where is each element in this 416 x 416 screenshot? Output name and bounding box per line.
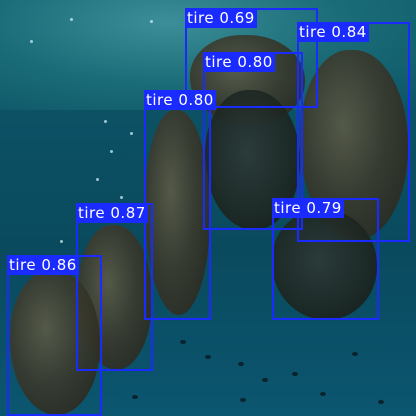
detection-box[interactable]: tire 0.79 bbox=[272, 198, 379, 320]
detection-box[interactable]: tire 0.69 bbox=[185, 8, 318, 108]
bubble bbox=[110, 150, 113, 153]
detection-label: tire 0.87 bbox=[76, 203, 148, 223]
detection-label: tire 0.86 bbox=[7, 255, 79, 275]
detection-box[interactable]: tire 0.80 bbox=[144, 90, 216, 320]
detection-box[interactable]: tire 0.84 bbox=[297, 22, 410, 242]
bubble bbox=[70, 18, 73, 21]
detection-label: tire 0.79 bbox=[272, 198, 344, 218]
detection-label: tire 0.69 bbox=[185, 8, 257, 28]
bubble bbox=[120, 196, 123, 199]
bubble bbox=[150, 20, 153, 23]
bubble bbox=[30, 40, 33, 43]
bubble bbox=[96, 178, 99, 181]
fish bbox=[262, 378, 268, 382]
detection-label: tire 0.80 bbox=[144, 90, 216, 110]
fish bbox=[205, 355, 211, 359]
fish bbox=[180, 340, 186, 344]
detection-box[interactable]: tire 0.80 bbox=[203, 52, 303, 230]
detection-label: tire 0.80 bbox=[203, 52, 275, 72]
fish bbox=[132, 395, 138, 399]
fish bbox=[292, 372, 298, 376]
fish bbox=[352, 352, 358, 356]
tire-shape bbox=[145, 110, 210, 315]
bubble bbox=[130, 132, 133, 135]
bubble bbox=[104, 120, 107, 123]
detection-box[interactable]: tire 0.87 bbox=[76, 203, 153, 371]
fish bbox=[378, 400, 384, 404]
tire-shape bbox=[10, 270, 100, 415]
fish bbox=[320, 392, 326, 396]
detection-box[interactable]: tire 0.86 bbox=[7, 255, 102, 416]
bubble bbox=[60, 240, 63, 243]
detection-label: tire 0.84 bbox=[297, 22, 369, 42]
fish bbox=[238, 362, 244, 366]
fish bbox=[240, 398, 246, 402]
